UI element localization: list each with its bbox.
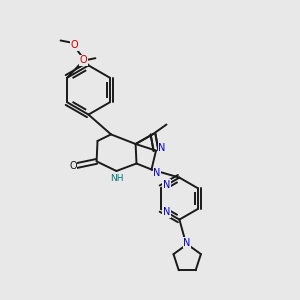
Text: O: O (70, 40, 78, 50)
Text: NH: NH (110, 174, 124, 183)
Text: N: N (158, 143, 166, 153)
Text: O: O (69, 160, 77, 171)
Text: N: N (183, 238, 190, 248)
Text: N: N (163, 180, 170, 190)
Text: N: N (163, 207, 170, 217)
Text: N: N (153, 167, 161, 178)
Text: O: O (80, 55, 88, 65)
